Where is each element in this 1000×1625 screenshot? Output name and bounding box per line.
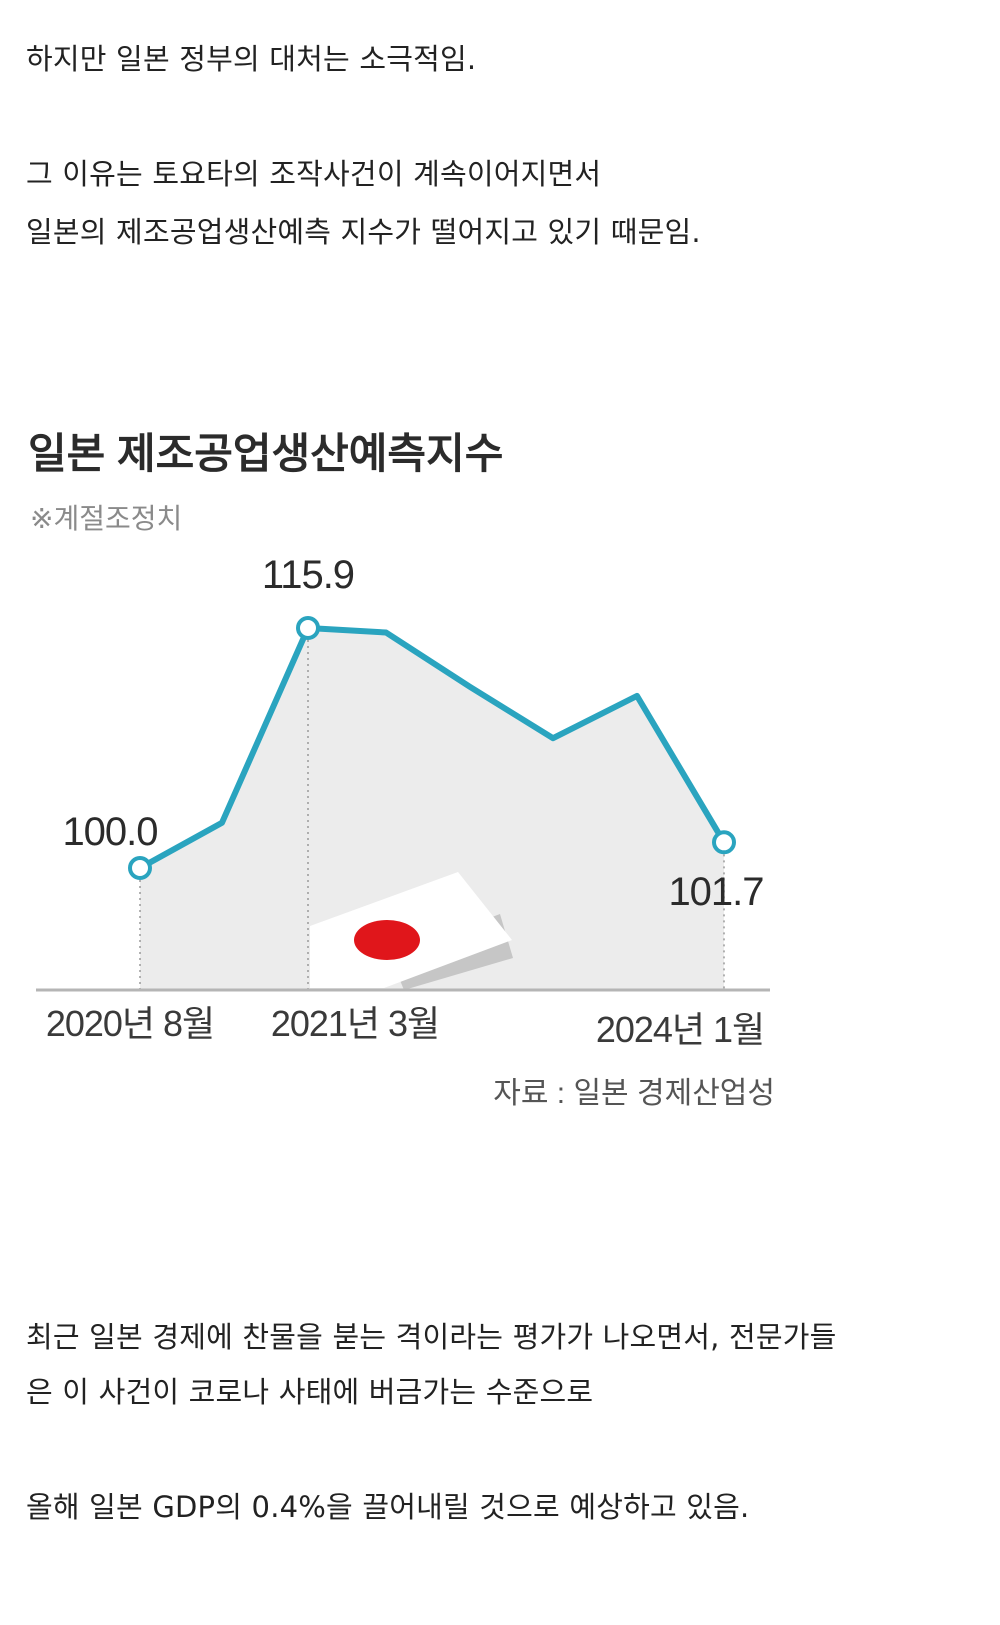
data-label: 101.7 — [668, 870, 763, 914]
paragraph-3-line-1: 최근 일본 경제에 찬물을 붇는 격이라는 평가가 나오면서, 전문가들 — [26, 1320, 837, 1354]
chart-subtitle: ※계절조정치 — [30, 503, 182, 534]
flag-sun — [354, 920, 420, 960]
paragraph-2-line-2: 일본의 제조공업생산예측 지수가 떨어지고 있기 때문임. — [26, 215, 701, 249]
paragraph-4: 올해 일본 GDP의 0.4%을 끌어내릴 것으로 예상하고 있음. — [26, 1490, 750, 1524]
chart-svg: 일본 제조공업생산예측지수 ※계절조정치 100.0 115.9 101.7 2020… — [28, 430, 775, 1110]
x-tick-label: 2021년 3월 — [271, 1003, 439, 1044]
paragraph-3-line-2: 은 이 사건이 코로나 사태에 버금가는 수준으로 — [26, 1375, 594, 1409]
chart-source: 자료 : 일본 경제산업성 — [493, 1077, 775, 1110]
data-label: 100.0 — [62, 810, 157, 854]
series-line — [137, 625, 727, 871]
data-point — [296, 616, 320, 640]
x-tick-label: 2020년 8월 — [46, 1003, 214, 1044]
chart-title: 일본 제조공업생산예측지수 — [28, 430, 503, 477]
plot-area: 100.0 115.9 101.7 2020년 8월 2021년 3월 2024년 1월 — [36, 553, 770, 1050]
x-tick-label: 2024년 1월 — [596, 1009, 764, 1050]
paragraph-1: 하지만 일본 정부의 대처는 소극적임. — [26, 42, 477, 76]
data-point — [128, 856, 152, 880]
data-label: 115.9 — [262, 553, 354, 597]
area-fill — [140, 628, 724, 990]
data-point — [712, 830, 736, 855]
paragraph-2-line-1: 그 이유는 토요타의 조작사건이 계속이어지면서 — [26, 157, 602, 191]
chart: 일본 제조공업생산예측지수 ※계절조정치 100.0 115.9 101.7 2020… — [0, 420, 1000, 1160]
